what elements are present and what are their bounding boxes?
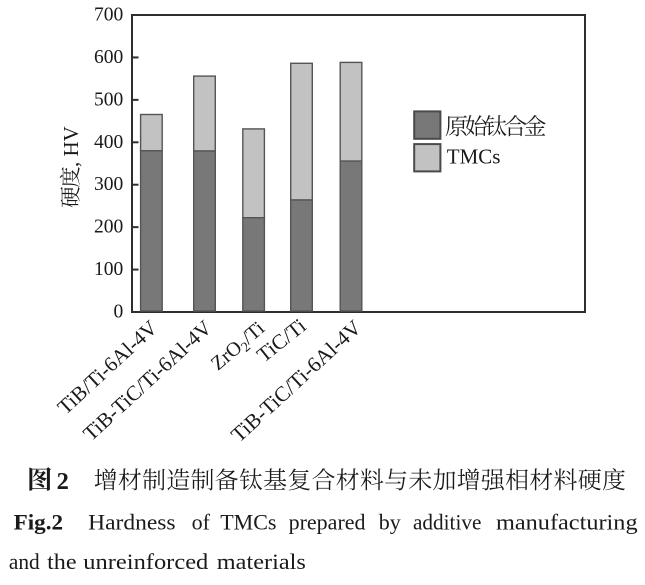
svg-text:of: of xyxy=(192,509,211,534)
svg-text:600: 600 xyxy=(94,47,123,68)
svg-text:materials: materials xyxy=(217,549,306,574)
svg-text:, HV: , HV xyxy=(59,126,83,167)
svg-text:Fig.2: Fig.2 xyxy=(14,509,64,534)
svg-text:TMCs: TMCs xyxy=(447,145,501,169)
svg-text:prepared: prepared xyxy=(289,509,366,534)
svg-text:by: by xyxy=(379,509,401,534)
svg-text:700: 700 xyxy=(94,5,123,26)
svg-text:200: 200 xyxy=(94,217,123,238)
svg-text:TMCs: TMCs xyxy=(220,509,276,534)
svg-text:0: 0 xyxy=(114,302,124,323)
svg-text:and: and xyxy=(9,549,40,574)
svg-text:400: 400 xyxy=(94,132,123,153)
svg-text:300: 300 xyxy=(94,174,123,195)
svg-text:2: 2 xyxy=(57,468,69,495)
svg-text:500: 500 xyxy=(94,89,123,110)
svg-text:manufacturing: manufacturing xyxy=(496,509,638,534)
svg-text:unreinforced: unreinforced xyxy=(83,549,208,574)
svg-text:additive: additive xyxy=(413,509,481,534)
svg-text:Hardness: Hardness xyxy=(88,509,176,534)
svg-text:100: 100 xyxy=(94,259,123,280)
svg-text:the: the xyxy=(47,549,77,574)
